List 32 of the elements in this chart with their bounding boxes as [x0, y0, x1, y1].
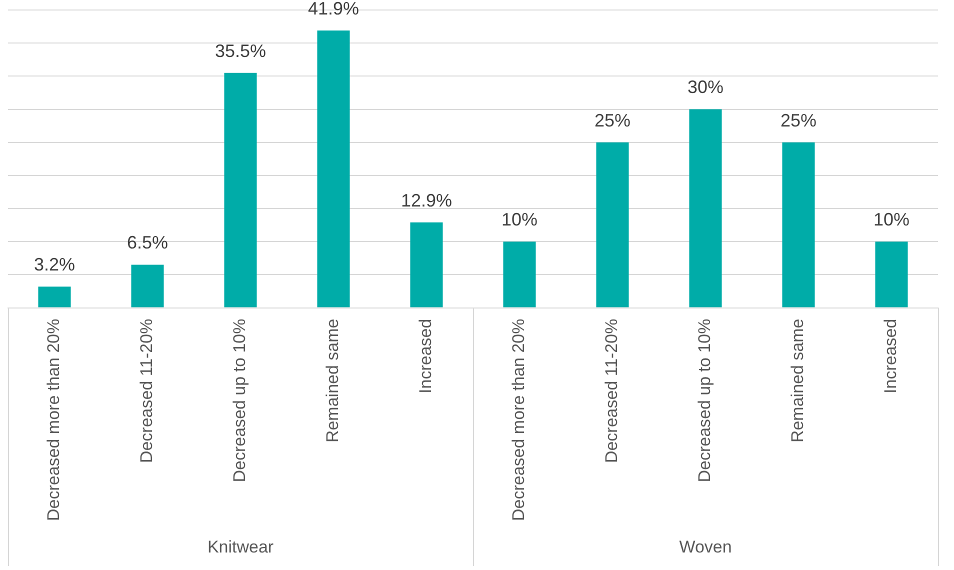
data-label: 41.9% [308, 0, 360, 18]
bar [503, 242, 536, 308]
bar [782, 142, 815, 308]
data-label: 6.5% [126, 232, 168, 253]
bar [38, 286, 71, 308]
x-tick-label: Decreased 11-20% [137, 318, 156, 464]
bar [410, 222, 443, 308]
bar [689, 109, 722, 308]
bar [596, 142, 629, 308]
x-tick-label: Decreased up to 10% [230, 318, 250, 482]
x-tick-label: Decreased up to 10% [695, 318, 714, 482]
text: Woven [679, 538, 732, 557]
bar [131, 264, 164, 308]
bar [317, 30, 350, 308]
data-label: 10% [501, 210, 538, 230]
data-label: 25% [780, 110, 817, 130]
x-tick-label: Increased [416, 318, 436, 394]
data-label: 30% [687, 77, 724, 98]
x-tick-label: Decreased more than 20% [509, 318, 528, 522]
x-tick-label: Remained same [323, 318, 342, 443]
x-tick-label: Remained same [788, 318, 808, 443]
x-tick-label: Decreased more than 20% [44, 318, 64, 522]
data-label: 25% [594, 110, 631, 130]
x-tick-label: Decreased 11-20% [602, 318, 622, 464]
data-label: 12.9% [400, 190, 452, 210]
data-label: 10% [873, 210, 910, 230]
data-label: 3.2% [34, 254, 76, 275]
x-tick-label: Increased [881, 318, 900, 394]
data-label: 35.5% [214, 40, 266, 61]
bar [875, 242, 908, 308]
text: Knitwear [207, 538, 274, 557]
bar [224, 72, 257, 308]
